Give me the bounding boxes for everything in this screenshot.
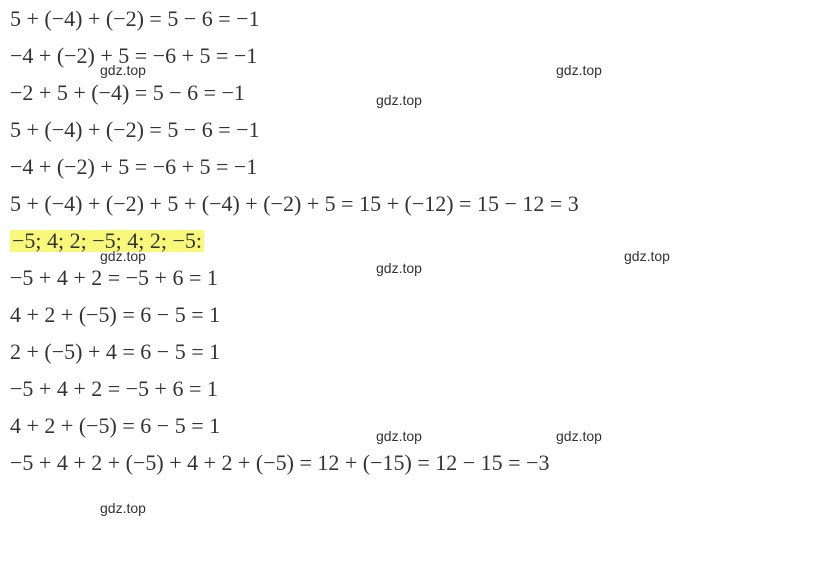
math-line-5: 5 + (−4) + (−2) + 5 + (−4) + (−2) + 5 = … (10, 193, 822, 215)
math-line-9: 2 + (−5) + 4 = 6 − 5 = 1 (10, 341, 822, 363)
math-line-1: −4 + (−2) + 5 = −6 + 5 = −1 (10, 45, 822, 67)
math-line-12: −5 + 4 + 2 + (−5) + 4 + 2 + (−5) = 12 + … (10, 452, 822, 474)
math-line-7: −5 + 4 + 2 = −5 + 6 = 1 (10, 267, 822, 289)
math-line-4: −4 + (−2) + 5 = −6 + 5 = −1 (10, 156, 822, 178)
math-line-2: −2 + 5 + (−4) = 5 − 6 = −1 (10, 82, 822, 104)
math-line-6: −5; 4; 2; −5; 4; 2; −5: (10, 230, 822, 252)
math-line-11: 4 + 2 + (−5) = 6 − 5 = 1 (10, 415, 822, 437)
highlighted-text: −5; 4; 2; −5; 4; 2; −5: (10, 230, 204, 252)
math-line-10: −5 + 4 + 2 = −5 + 6 = 1 (10, 378, 822, 400)
math-line-3: 5 + (−4) + (−2) = 5 − 6 = −1 (10, 119, 822, 141)
math-line-8: 4 + 2 + (−5) = 6 − 5 = 1 (10, 304, 822, 326)
watermark-8: gdz.top (100, 500, 146, 516)
math-line-0: 5 + (−4) + (−2) = 5 − 6 = −1 (10, 8, 822, 30)
